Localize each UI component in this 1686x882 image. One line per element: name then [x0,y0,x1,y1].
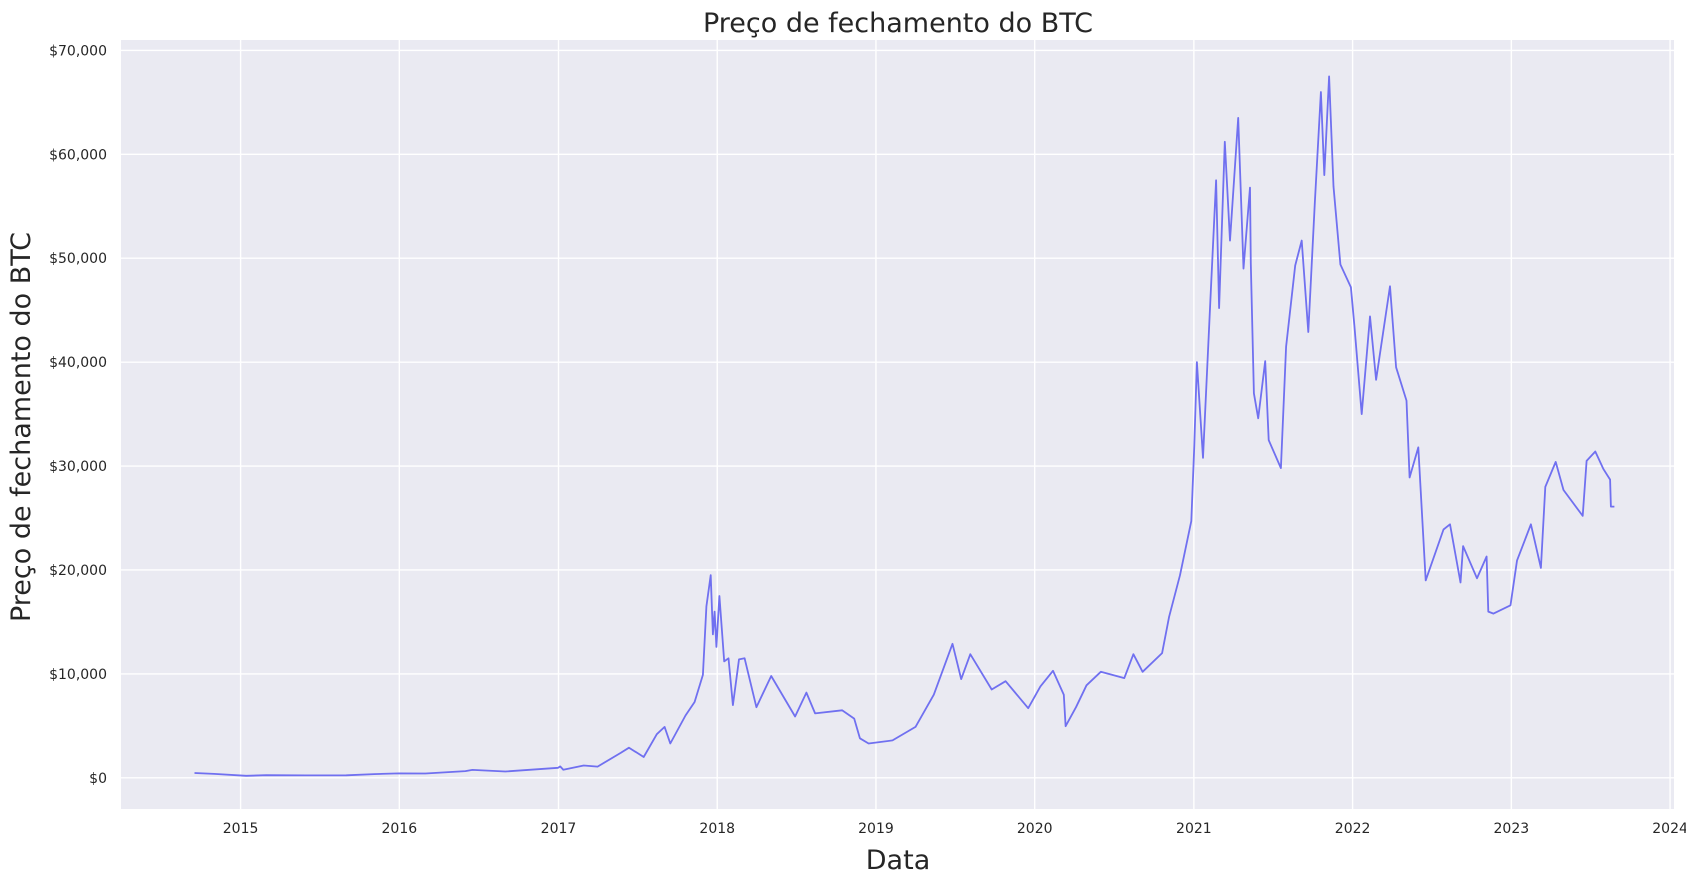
y-tick-label: $50,000 [49,251,107,267]
series-line [194,75,1615,777]
y-tick-label: $0 [89,771,107,787]
x-tick-label: 2018 [699,821,735,837]
y-tick-label: $70,000 [49,43,107,59]
x-tick-label: 2015 [223,821,259,837]
y-axis-ticks: $0 $10,000 $20,000 $30,000 $40,000 $50,000 $60… [49,43,107,786]
x-tick-label: 2021 [1176,821,1212,837]
x-tick-label: 2017 [541,821,577,837]
y-tick-label: $20,000 [49,563,107,579]
x-tick-label: 2016 [382,821,418,837]
x-axis-ticks: 2015 2016 2017 2018 2019 2020 2021 2022 2023 2024 [223,821,1686,837]
y-axis-title: Preço de fechamento do BTC [6,232,37,622]
x-tick-label: 2022 [1335,821,1371,837]
plot-area [121,40,1674,809]
series-line-layer [194,75,1615,777]
y-tick-label: $60,000 [49,147,107,163]
chart-title: Preço de fechamento do BTC [703,8,1093,39]
x-tick-label: 2019 [858,821,894,837]
y-tick-label: $30,000 [49,459,107,475]
gridlines [121,40,1674,809]
y-tick-label: $40,000 [49,355,107,371]
x-tick-label: 2023 [1494,821,1530,837]
x-tick-label: 2020 [1017,821,1053,837]
y-tick-label: $10,000 [49,667,107,683]
x-axis-title: Data [866,845,930,876]
x-tick-label: 2024 [1652,821,1686,837]
